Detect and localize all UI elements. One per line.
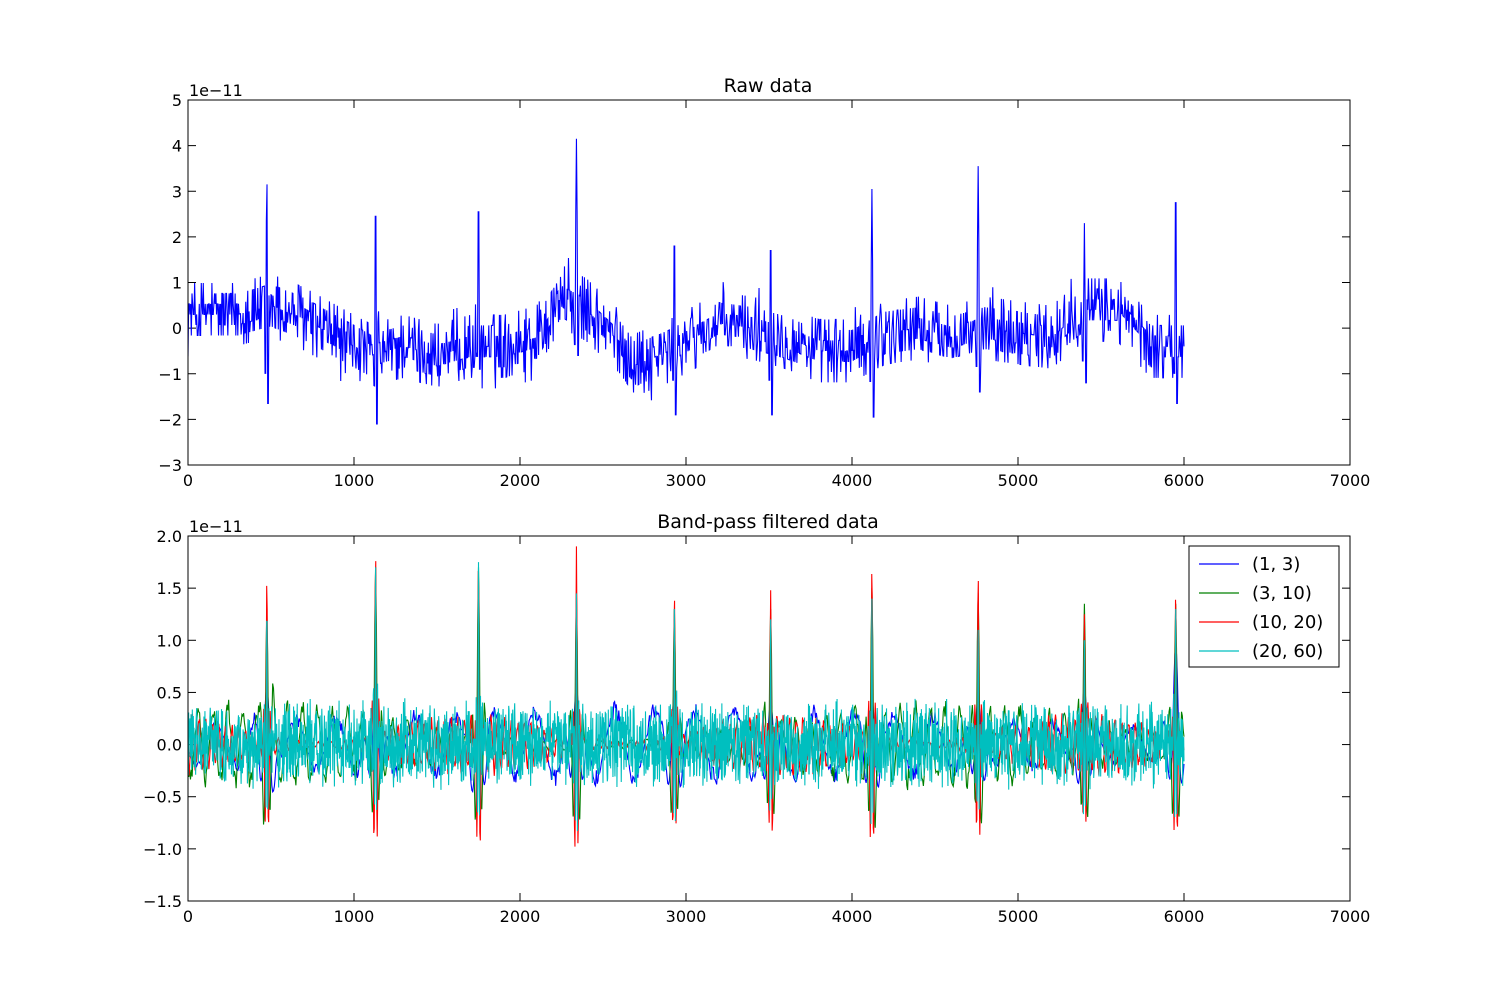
raw-data-line — [188, 138, 1185, 425]
x-tick-label: 5000 — [998, 907, 1039, 926]
x-tick-label: 5000 — [998, 471, 1039, 490]
series-line-4 — [188, 562, 1185, 831]
y-tick-label: 0.0 — [157, 736, 182, 755]
x-tick-label: 2000 — [500, 471, 541, 490]
x-tick-label: 4000 — [832, 907, 873, 926]
x-tick-label: 7000 — [1330, 907, 1371, 926]
filtered-data-panel: Band-pass filtered data 1e−11 0 1000 2000 3… — [143, 511, 1370, 926]
legend-label: (1, 3) — [1252, 554, 1300, 575]
y-tick-label: −1.0 — [143, 840, 182, 859]
x-tick-label: 6000 — [1164, 471, 1205, 490]
y-tick-label: 1.5 — [157, 579, 182, 598]
y-tick-label: −0.5 — [143, 788, 182, 807]
y-tick-label: 1.0 — [157, 631, 182, 650]
x-tick-label: 1000 — [334, 907, 375, 926]
raw-data-offset-label: 1e−11 — [189, 81, 243, 100]
x-tick-label: 1000 — [334, 471, 375, 490]
legend-label: (3, 10) — [1252, 583, 1312, 604]
y-tick-label: 3 — [172, 182, 182, 201]
x-tick-label: 7000 — [1330, 471, 1371, 490]
y-tick-label: −2 — [158, 410, 182, 429]
y-tick-label: 1 — [172, 274, 182, 293]
filtered-data-title: Band-pass filtered data — [657, 511, 879, 533]
x-tick-label: 3000 — [666, 471, 707, 490]
y-tick-label: −3 — [158, 456, 182, 475]
x-tick-label: 2000 — [500, 907, 541, 926]
y-tick-label: 0 — [172, 319, 182, 338]
x-tick-label: 0 — [183, 907, 193, 926]
filtered-data-offset-label: 1e−11 — [189, 517, 243, 536]
x-tick-label: 6000 — [1164, 907, 1205, 926]
axes-frame — [187, 99, 1351, 466]
raw-data-panel: Raw data 1e−11 0 1000 2000 3000 4000 5000 6000… — [158, 75, 1370, 490]
x-tick-label: 0 — [183, 471, 193, 490]
raw-data-title: Raw data — [724, 75, 813, 97]
y-tick-label: 2 — [172, 228, 182, 247]
legend-box — [1188, 545, 1340, 668]
legend-label: (20, 60) — [1252, 641, 1323, 662]
x-tick-label: 3000 — [666, 907, 707, 926]
legend-label: (10, 20) — [1252, 612, 1323, 633]
axes-frame — [187, 535, 1351, 902]
y-tick-label: −1 — [158, 365, 182, 384]
y-tick-label: 0.5 — [157, 683, 182, 702]
y-tick-label: 4 — [172, 137, 182, 156]
legend: (1, 3) (3, 10) (10, 20) (20, 60) — [1188, 545, 1340, 668]
raw-data-plot-area: 0 1000 2000 3000 4000 5000 6000 7000 −3 −2 −1 0 1 2 3 4… — [158, 91, 1370, 490]
x-tick-label: 4000 — [832, 471, 873, 490]
y-tick-label: −1.5 — [143, 892, 182, 911]
y-tick-label: 2.0 — [157, 527, 182, 546]
y-tick-label: 5 — [172, 91, 182, 110]
filtered-data-plot-area: 0 1000 2000 3000 4000 5000 6000 7000 −1.5 −1.0 −0.… — [143, 527, 1370, 926]
